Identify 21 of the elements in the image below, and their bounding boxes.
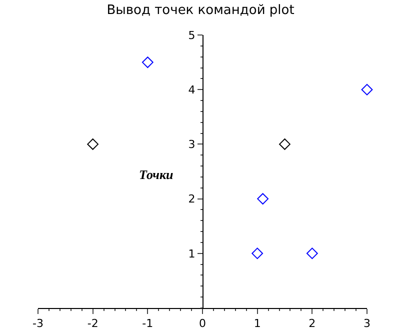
point <box>361 84 373 96</box>
x-tick-label: -3 <box>32 317 44 330</box>
x-tick-label: 1 <box>254 317 261 330</box>
x-tick-label: 2 <box>308 317 316 330</box>
point <box>87 138 99 150</box>
annotation: Точки <box>139 167 174 182</box>
point <box>252 248 264 260</box>
y-tick-label: 4 <box>188 83 196 96</box>
y-tick-label: 5 <box>188 28 196 42</box>
chart-title: Вывод точек командой plot <box>106 3 294 18</box>
y-tick-label: 2 <box>188 192 196 206</box>
x-tick-label: 0 <box>199 317 206 330</box>
x-tick-label: -1 <box>142 317 154 330</box>
point <box>142 56 154 68</box>
point <box>257 193 269 204</box>
point <box>306 248 318 260</box>
y-tick-label: 3 <box>188 138 196 152</box>
x-tick-label: 3 <box>364 317 370 330</box>
x-tick-label: -2 <box>87 317 98 330</box>
point <box>279 138 290 150</box>
y-tick-label: 1 <box>188 247 196 260</box>
